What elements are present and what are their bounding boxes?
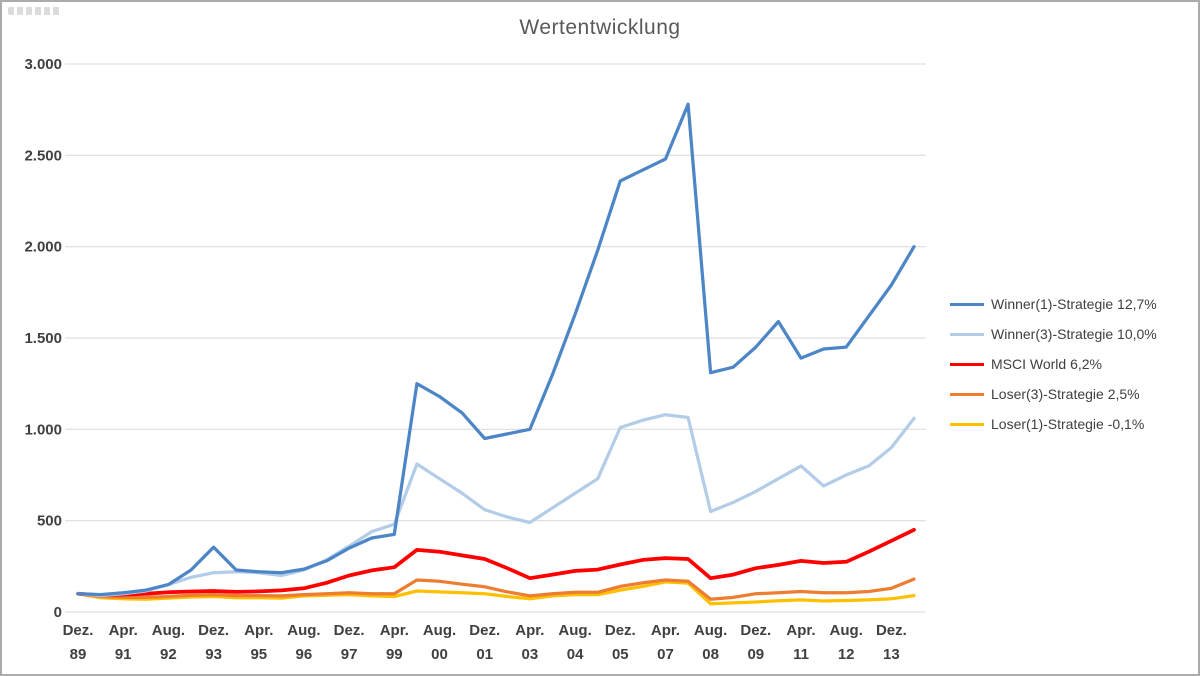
y-axis-tick-label: 1.000	[24, 421, 62, 438]
legend-swatch-loser3	[950, 392, 984, 396]
series-line-loser3	[76, 577, 916, 601]
x-axis-tick-label-year: 11	[793, 646, 809, 663]
x-axis-tick-label-year: 07	[657, 646, 674, 663]
x-axis-tick-label-month: Apr.	[244, 622, 273, 639]
y-axis-tick-label: 0	[54, 604, 62, 621]
x-axis-tick-label-month: Apr.	[380, 622, 409, 639]
x-axis-tick-label-month: Dez.	[63, 622, 94, 639]
x-axis-tick-label-year: 95	[250, 646, 267, 663]
series-line-winner3	[76, 413, 916, 598]
series-line-msci-world	[76, 527, 916, 598]
y-axis-tick-label: 2.000	[24, 239, 62, 256]
x-axis-tick-label-month: Aug.	[558, 622, 591, 639]
legend-item-msci-world: MSCI World 6,2%	[950, 349, 1198, 379]
y-axis-tick-label: 1.500	[24, 330, 62, 347]
x-axis-tick-label-month: Aug.	[830, 622, 863, 639]
series-line-loser1	[76, 580, 916, 606]
x-axis-tick-label-year: 12	[838, 646, 855, 663]
x-axis-tick-label-month: Apr.	[786, 622, 815, 639]
x-axis-tick-label-year: 99	[386, 646, 403, 663]
x-axis-tick-label-month: Aug.	[152, 622, 185, 639]
x-axis-tick-label-year: 97	[341, 646, 358, 663]
legend-item-loser1: Loser(1)-Strategie -0,1%	[950, 409, 1198, 439]
legend-item-loser3: Loser(3)-Strategie 2,5%	[950, 379, 1198, 409]
x-axis-tick-label-month: Aug.	[287, 622, 320, 639]
x-axis-tick-label-month: Aug.	[694, 622, 727, 639]
x-axis-tick-label-month: Dez.	[605, 622, 636, 639]
x-axis-tick-label-year: 09	[747, 646, 764, 663]
legend-label-winner3: Winner(3)-Strategie 10,0%	[991, 326, 1157, 342]
x-axis-tick-label-year: 92	[160, 646, 177, 663]
legend-item-winner1: Winner(1)-Strategie 12,7%	[950, 289, 1198, 319]
legend-label-loser3: Loser(3)-Strategie 2,5%	[991, 386, 1140, 402]
x-axis-tick-label-month: Apr.	[651, 622, 680, 639]
corner-artifact	[8, 7, 62, 15]
x-axis-tick-label-year: 08	[702, 646, 719, 663]
x-axis-tick-label-month: Apr.	[515, 622, 544, 639]
x-axis-tick-label-year: 91	[115, 646, 132, 663]
legend: Winner(1)-Strategie 12,7% Winner(3)-Strat…	[950, 289, 1198, 439]
x-axis-tick-label-month: Apr.	[109, 622, 138, 639]
y-axis-tick-label: 2.500	[24, 147, 62, 164]
legend-label-loser1: Loser(1)-Strategie -0,1%	[991, 416, 1145, 432]
x-axis-tick-label-year: 96	[296, 646, 313, 663]
x-axis-tick-label-month: Dez.	[334, 622, 365, 639]
legend-swatch-msci-world	[950, 362, 984, 366]
x-axis-tick-label-month: Dez.	[740, 622, 771, 639]
y-axis-tick-label: 3.000	[24, 56, 62, 73]
legend-swatch-loser1	[950, 422, 984, 426]
legend-swatch-winner1	[950, 302, 984, 306]
x-axis-tick-label-year: 13	[883, 646, 900, 663]
x-axis-tick-label-month: Dez.	[876, 622, 907, 639]
x-axis-tick-label-month: Dez.	[469, 622, 500, 639]
legend-item-winner3: Winner(3)-Strategie 10,0%	[950, 319, 1198, 349]
legend-label-winner1: Winner(1)-Strategie 12,7%	[991, 296, 1157, 312]
x-axis-tick-label-year: 05	[612, 646, 629, 663]
x-axis-tick-label-year: 00	[431, 646, 448, 663]
x-axis-tick-label-year: 93	[205, 646, 222, 663]
x-axis-tick-label-year: 01	[476, 646, 493, 663]
chart-title: Wertentwicklung	[519, 16, 681, 39]
x-axis-tick-label-year: 89	[70, 646, 87, 663]
x-axis-tick-label-year: 04	[567, 646, 584, 663]
x-axis-tick-label-year: 03	[522, 646, 539, 663]
y-axis-tick-label: 500	[37, 513, 62, 530]
x-axis-tick-label-month: Dez.	[198, 622, 229, 639]
legend-label-msci-world: MSCI World 6,2%	[991, 356, 1102, 372]
series-line-winner1	[76, 102, 916, 597]
legend-swatch-winner3	[950, 332, 984, 336]
x-axis-tick-label-month: Aug.	[423, 622, 456, 639]
